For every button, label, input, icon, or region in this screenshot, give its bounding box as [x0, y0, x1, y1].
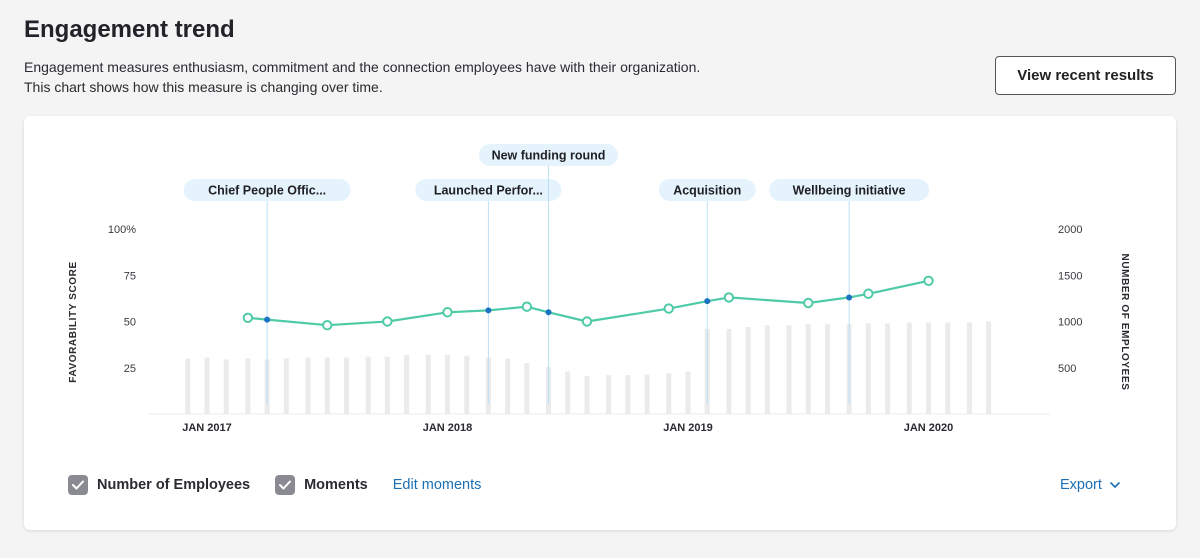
moment-pill — [769, 179, 930, 201]
moment-point — [846, 294, 853, 301]
moment-pill — [658, 179, 756, 201]
data-point — [581, 316, 593, 327]
employee-bar — [445, 354, 450, 414]
data-point — [863, 288, 874, 299]
y2-tick-label: 1000 — [1058, 317, 1082, 329]
chart-card: 25 50 75 100% 500 1000 1500 2000 FAVORABILITY SC… — [24, 116, 1176, 530]
employee-bar — [365, 356, 371, 414]
moments-checkbox[interactable] — [275, 475, 296, 495]
check-icon — [72, 480, 84, 490]
data-point — [723, 292, 735, 303]
employee-bar — [685, 371, 691, 414]
employee-bar — [625, 375, 631, 414]
chevron-down-icon — [1110, 482, 1120, 488]
engagement-line — [247, 279, 929, 327]
employee-bar — [245, 358, 251, 414]
data-point — [923, 275, 934, 287]
data-point — [521, 301, 533, 312]
export-label: Export — [1060, 477, 1102, 493]
data-point — [242, 312, 254, 324]
view-recent-results-button[interactable]: View recent results — [995, 56, 1176, 95]
y-axis-label: FAVORABILITY SCORE — [68, 261, 79, 383]
moment-point — [545, 309, 552, 316]
check-icon — [279, 480, 292, 490]
y2-tick-label: 2000 — [1058, 224, 1082, 236]
employee-bar — [305, 357, 311, 414]
employee-bar — [223, 359, 229, 414]
export-dropdown[interactable]: Export — [1060, 477, 1120, 493]
y2-tick-label: 1500 — [1058, 270, 1082, 282]
data-point — [803, 297, 814, 309]
moment-point — [704, 298, 711, 305]
employee-bar — [464, 355, 470, 414]
moment-label: Launched Perfor... — [434, 184, 543, 198]
employee-bar — [204, 357, 210, 414]
x-tick-label: JAN 2017 — [182, 422, 232, 434]
data-point — [663, 303, 674, 314]
employee-bar — [926, 322, 931, 414]
employee-bar — [524, 363, 530, 414]
data-point — [442, 307, 453, 318]
moment-label: New funding round — [492, 149, 606, 163]
x-tick-label: JAN 2018 — [423, 422, 473, 434]
x-tick-label: JAN 2020 — [904, 422, 954, 434]
description-line-2: This chart shows how this measure is cha… — [24, 79, 383, 95]
y-tick-label: 50 — [124, 317, 136, 329]
employee-bar — [824, 324, 830, 414]
moments-label: Moments — [304, 477, 368, 493]
employee-bar — [565, 371, 571, 414]
employee-bar — [425, 354, 431, 414]
employee-bar — [283, 358, 289, 414]
y-tick-label: 75 — [124, 270, 136, 282]
employee-bar — [505, 358, 511, 414]
moment-label: Wellbeing initiative — [793, 184, 906, 198]
employee-bar — [986, 321, 992, 414]
employee-bar — [584, 376, 590, 414]
y-tick-label: 25 — [124, 363, 136, 375]
employees-label: Number of Employees — [97, 477, 251, 493]
moments-toggle[interactable]: Moments — [275, 475, 368, 495]
moment-pill — [415, 179, 562, 201]
y2-axis-label: NUMBER OF EMPLOYEES — [1119, 254, 1130, 391]
employee-bar — [745, 327, 751, 414]
edit-moments-link[interactable]: Edit moments — [392, 477, 482, 493]
employee-bar — [945, 322, 951, 414]
employee-bar — [644, 374, 650, 414]
employee-bar — [865, 323, 871, 414]
data-point — [322, 320, 333, 331]
employee-bar — [606, 375, 612, 414]
employee-bar — [324, 357, 330, 414]
y2-tick-label: 500 — [1058, 363, 1076, 375]
moment-label: Chief People Offic... — [208, 184, 326, 198]
employee-bar — [666, 373, 672, 414]
data-point — [382, 316, 393, 327]
moment-point — [485, 307, 492, 314]
page-title: Engagement trend — [24, 16, 235, 43]
employee-bar — [764, 325, 770, 414]
employees-checkbox[interactable] — [68, 475, 88, 495]
moment-pill — [479, 144, 619, 166]
employee-bar — [906, 322, 912, 414]
description: Engagement measures enthusiasm, commitme… — [24, 57, 700, 97]
description-line-1: Engagement measures enthusiasm, commitme… — [24, 59, 701, 75]
employee-bar — [185, 358, 191, 414]
employee-bar — [343, 357, 349, 414]
employee-bar — [805, 324, 811, 414]
engagement-chart: 25 50 75 100% 500 1000 1500 2000 FAVORABILITY SC… — [68, 144, 1130, 434]
moment-label: Acquisition — [673, 184, 741, 198]
employee-bar — [384, 356, 390, 414]
x-tick-label: JAN 2019 — [663, 422, 713, 434]
moment-pill — [183, 179, 351, 201]
moment-point — [264, 316, 271, 323]
employee-bar — [966, 322, 972, 414]
employee-bar — [726, 328, 732, 414]
employees-toggle[interactable]: Number of Employees — [68, 475, 250, 495]
employee-bar — [885, 323, 891, 414]
y-tick-label: 100% — [108, 224, 136, 236]
chart-legend: Number of Employees Moments Edit moments — [68, 475, 481, 495]
employee-bar — [404, 354, 410, 414]
employee-bar — [786, 325, 792, 414]
